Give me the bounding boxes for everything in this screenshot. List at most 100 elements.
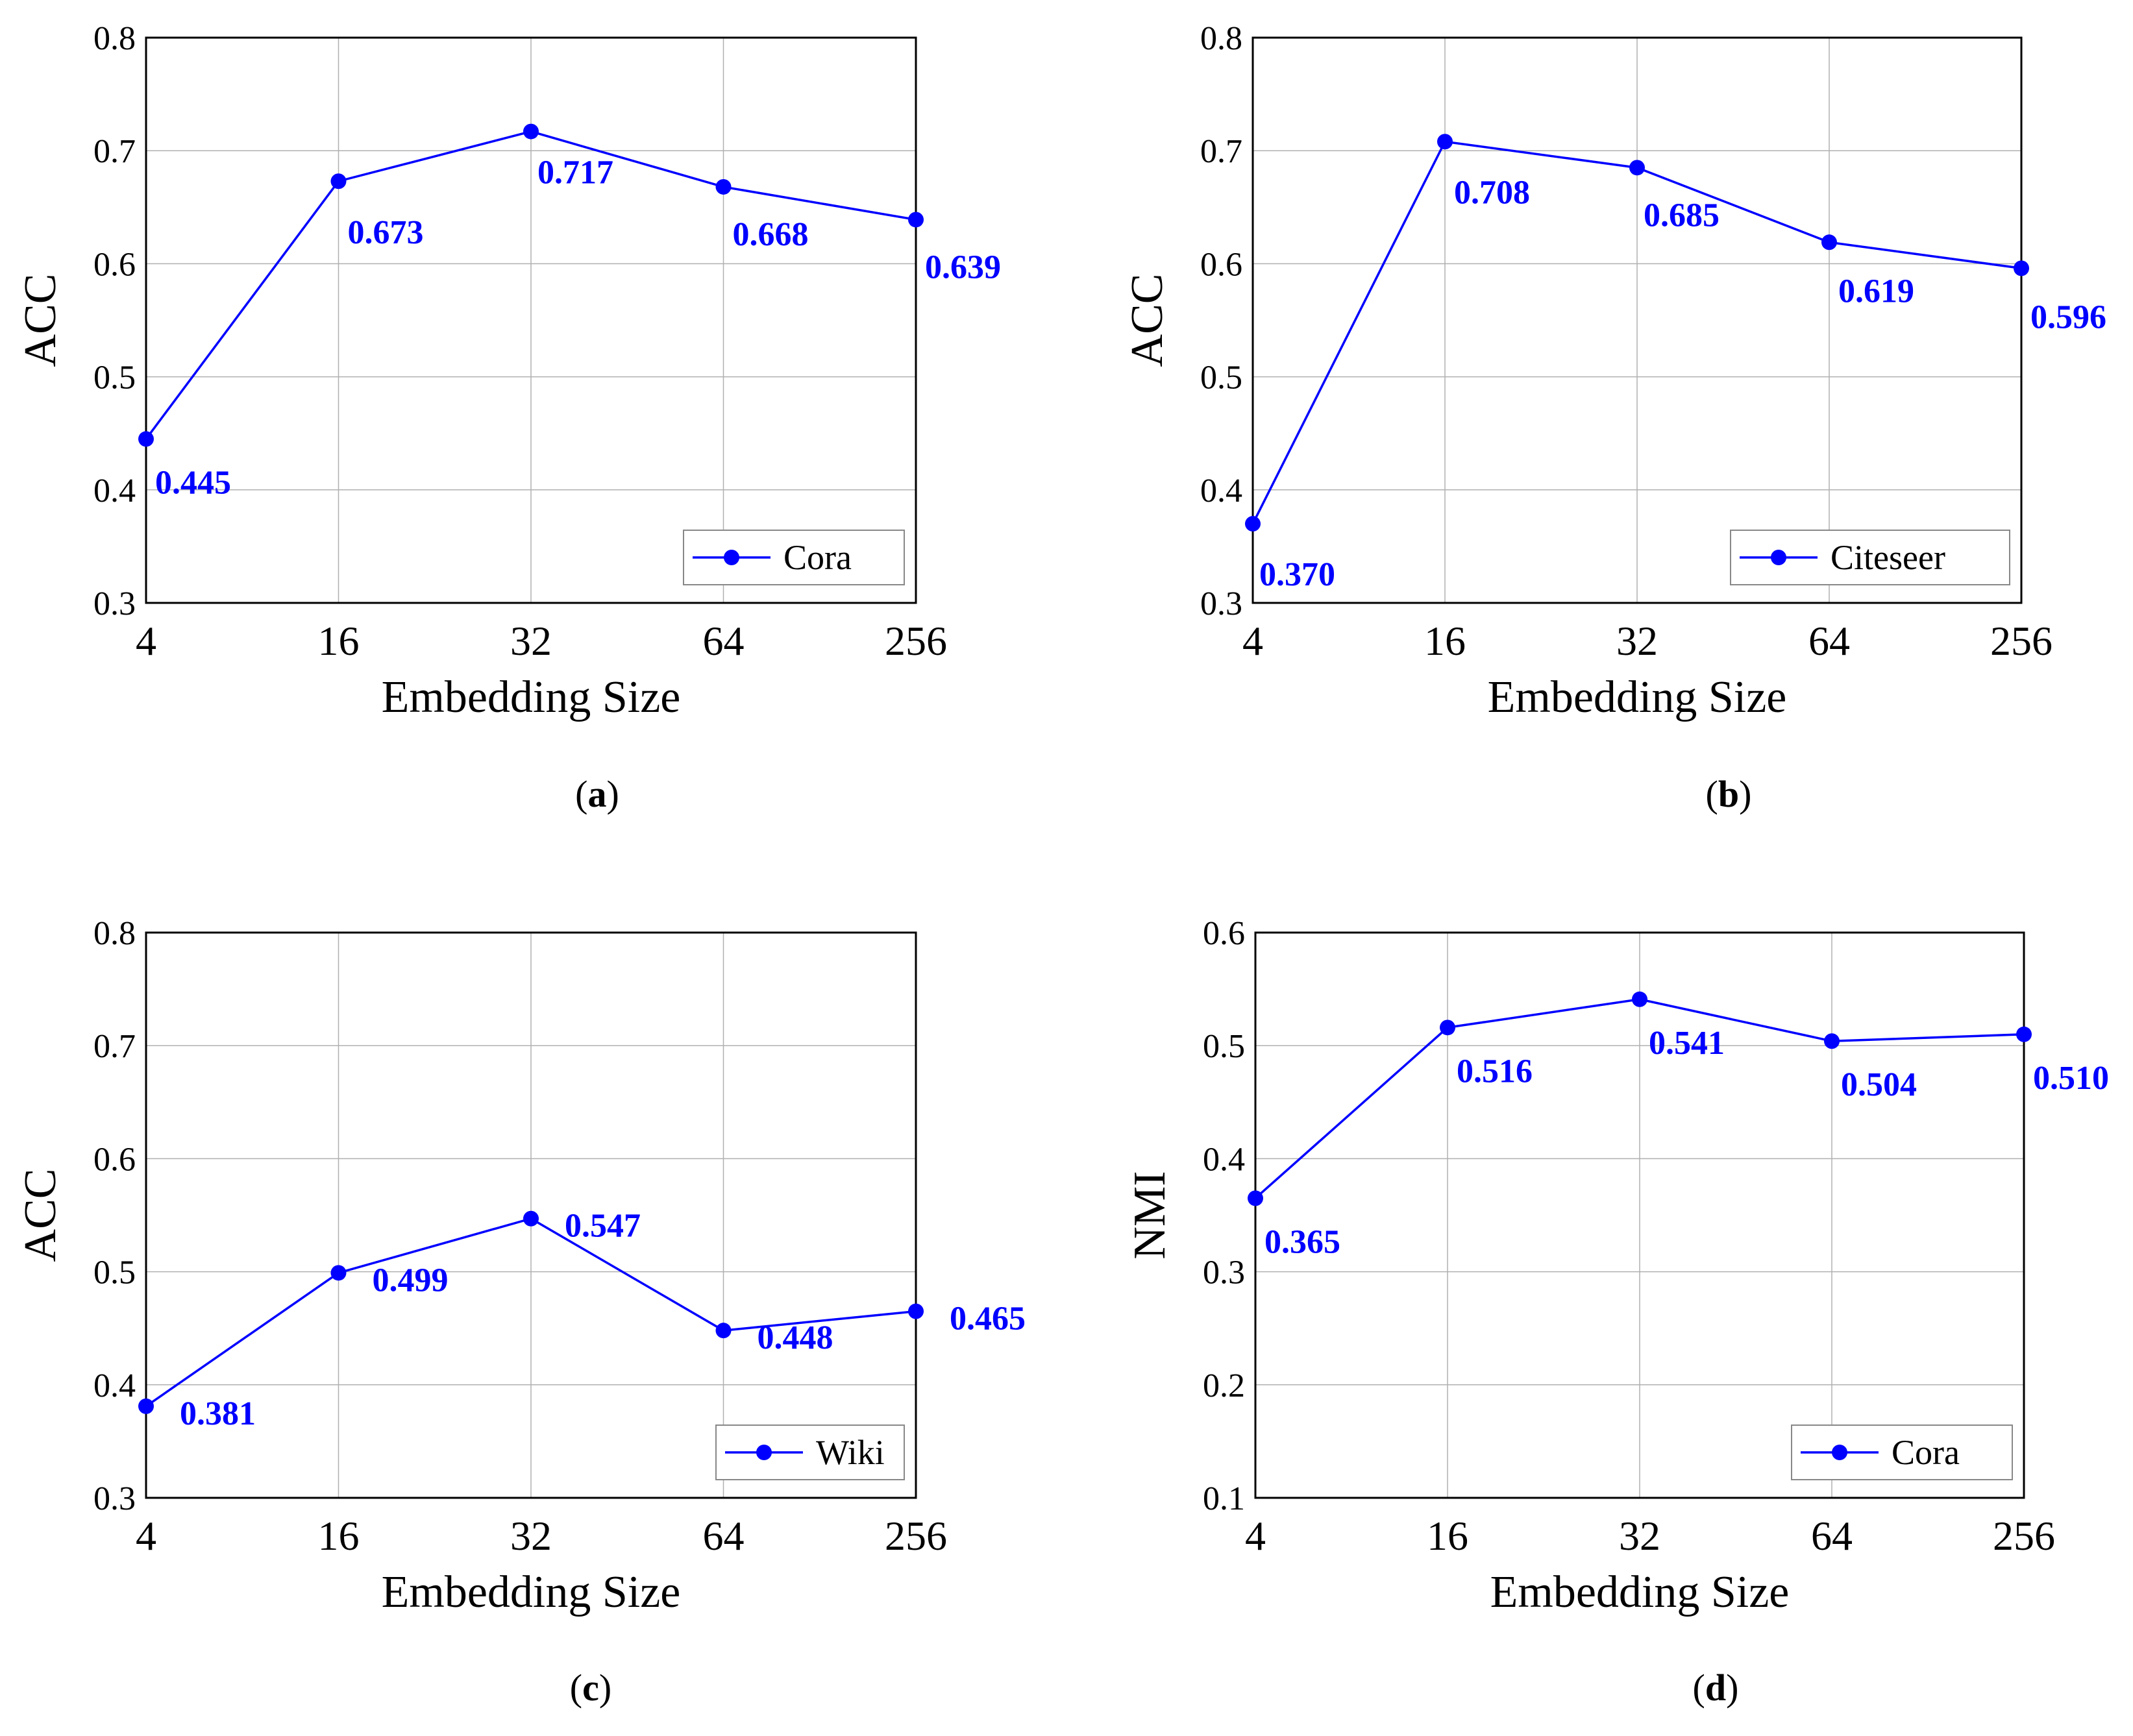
data-point (1821, 234, 1837, 251)
data-point (908, 1303, 924, 1319)
x-axis-title: Embedding Size (382, 1567, 681, 1617)
caption-d: (d) (1692, 1667, 1739, 1709)
chart-a-svg: 0.3 0.4 0.5 0.6 0.7 0.8 4 16 32 64 256 Embedding Si… (16, 20, 1001, 722)
data-point (138, 1398, 154, 1414)
x-tick-label: 64 (703, 618, 745, 664)
chart-panel-d: 0.1 0.2 0.3 0.4 0.5 0.6 4 16 32 64 256 Embedding Si… (1066, 868, 2133, 1736)
plot-frame (1251, 36, 2023, 604)
legend-label: Citeseer (1831, 538, 1945, 577)
y-tick-label: 0.5 (93, 1254, 136, 1291)
y-tick-label: 0.4 (93, 472, 136, 509)
data-label: 0.516 (1457, 1053, 1533, 1090)
data-label: 0.445 (155, 464, 231, 501)
x-axis-title: Embedding Size (1490, 1567, 1790, 1617)
data-label: 0.596 (2030, 299, 2106, 336)
data-label: 0.381 (180, 1395, 256, 1432)
data-point (2016, 1026, 2032, 1042)
legend-marker (1771, 550, 1786, 565)
y-tick-label: 0.4 (93, 1367, 136, 1404)
y-axis-title: NMI (1125, 1171, 1175, 1259)
legend-marker (1832, 1445, 1847, 1460)
data-label: 0.448 (758, 1319, 833, 1356)
x-tick-label: 16 (318, 1513, 360, 1559)
data-point (2014, 260, 2029, 276)
data-point (908, 212, 924, 228)
data-label: 0.547 (565, 1208, 641, 1245)
y-tick-label: 0.6 (1200, 246, 1242, 283)
data-label: 0.717 (537, 154, 613, 191)
legend-marker (724, 550, 739, 565)
caption-a: (a) (575, 773, 619, 815)
y-axis-title: ACC (16, 1169, 66, 1262)
legend-label: Cora (783, 538, 852, 577)
data-point (138, 431, 154, 447)
x-tick-label: 64 (703, 1513, 745, 1559)
data-point (715, 1323, 732, 1339)
data-point (330, 173, 347, 189)
data-label: 0.708 (1454, 174, 1530, 211)
y-tick-label: 0.3 (1200, 585, 1242, 622)
data-label: 0.673 (348, 214, 424, 251)
data-label: 0.619 (1838, 273, 1914, 310)
data-label: 0.499 (373, 1262, 449, 1299)
x-tick-label: 4 (1245, 1513, 1266, 1559)
x-axis-title: Embedding Size (382, 672, 681, 722)
y-tick-label: 0.5 (93, 360, 136, 397)
data-label: 0.541 (1649, 1025, 1725, 1062)
y-tick-label: 0.6 (93, 1141, 136, 1178)
y-tick-label: 0.4 (1203, 1141, 1245, 1178)
data-point (1248, 1190, 1263, 1206)
y-tick-label: 0.1 (1203, 1480, 1245, 1517)
x-tick-label: 16 (1424, 618, 1466, 664)
data-point (523, 123, 539, 140)
caption-b: (b) (1705, 773, 1752, 815)
data-point (1245, 516, 1261, 532)
chart-d-svg: 0.1 0.2 0.3 0.4 0.5 0.6 4 16 32 64 256 Embedding Si… (1125, 915, 2109, 1617)
y-axis-title: ACC (1122, 274, 1172, 367)
x-tick-label: 256 (885, 1513, 947, 1559)
x-tick-label: 32 (510, 1513, 552, 1559)
data-label: 0.668 (733, 216, 809, 253)
chart-panel-a: 0.3 0.4 0.5 0.6 0.7 0.8 4 16 32 64 256 Embedding Si… (0, 0, 1066, 868)
x-tick-label: 32 (1616, 618, 1658, 664)
data-label: 0.465 (950, 1301, 1026, 1338)
plot-frame (1254, 931, 2025, 1499)
y-tick-label: 0.5 (1200, 360, 1242, 397)
y-tick-label: 0.8 (93, 915, 136, 952)
data-point (1437, 134, 1453, 150)
chart-c-svg: 0.3 0.4 0.5 0.6 0.7 0.8 4 16 32 64 256 Embedding Si… (16, 915, 1026, 1617)
caption-c: (c) (569, 1667, 612, 1709)
x-tick-label: 4 (1242, 618, 1263, 664)
y-tick-label: 0.6 (93, 246, 136, 283)
y-tick-label: 0.8 (93, 20, 136, 57)
x-tick-label: 64 (1808, 618, 1850, 664)
plot-frame (145, 931, 917, 1499)
x-tick-label: 256 (1993, 1513, 2055, 1559)
y-tick-label: 0.7 (93, 1028, 136, 1065)
data-point (1629, 160, 1645, 176)
y-tick-label: 0.3 (93, 1480, 136, 1517)
data-label: 0.510 (2033, 1060, 2109, 1097)
chart-panel-c: 0.3 0.4 0.5 0.6 0.7 0.8 4 16 32 64 256 Embedding Si… (0, 868, 1066, 1736)
legend-marker (756, 1445, 772, 1460)
y-tick-label: 0.5 (1203, 1028, 1245, 1065)
x-tick-label: 256 (885, 618, 947, 664)
data-label: 0.370 (1259, 556, 1335, 593)
y-tick-label: 0.8 (1200, 20, 1242, 57)
y-axis-title: ACC (16, 274, 66, 367)
data-label: 0.365 (1264, 1223, 1340, 1260)
x-tick-label: 256 (1990, 618, 2053, 664)
x-axis-title: Embedding Size (1488, 672, 1787, 722)
y-tick-label: 0.7 (93, 133, 136, 170)
data-point (1440, 1020, 1455, 1036)
data-label: 0.639 (925, 249, 1001, 286)
x-tick-label: 4 (136, 1513, 156, 1559)
data-point (523, 1210, 539, 1227)
x-tick-label: 32 (510, 618, 552, 664)
y-tick-label: 0.7 (1200, 133, 1242, 170)
x-tick-label: 32 (1619, 1513, 1660, 1559)
x-tick-label: 64 (1811, 1513, 1853, 1559)
data-point (1824, 1033, 1840, 1049)
plot-frame (145, 36, 917, 604)
x-tick-label: 16 (1427, 1513, 1468, 1559)
